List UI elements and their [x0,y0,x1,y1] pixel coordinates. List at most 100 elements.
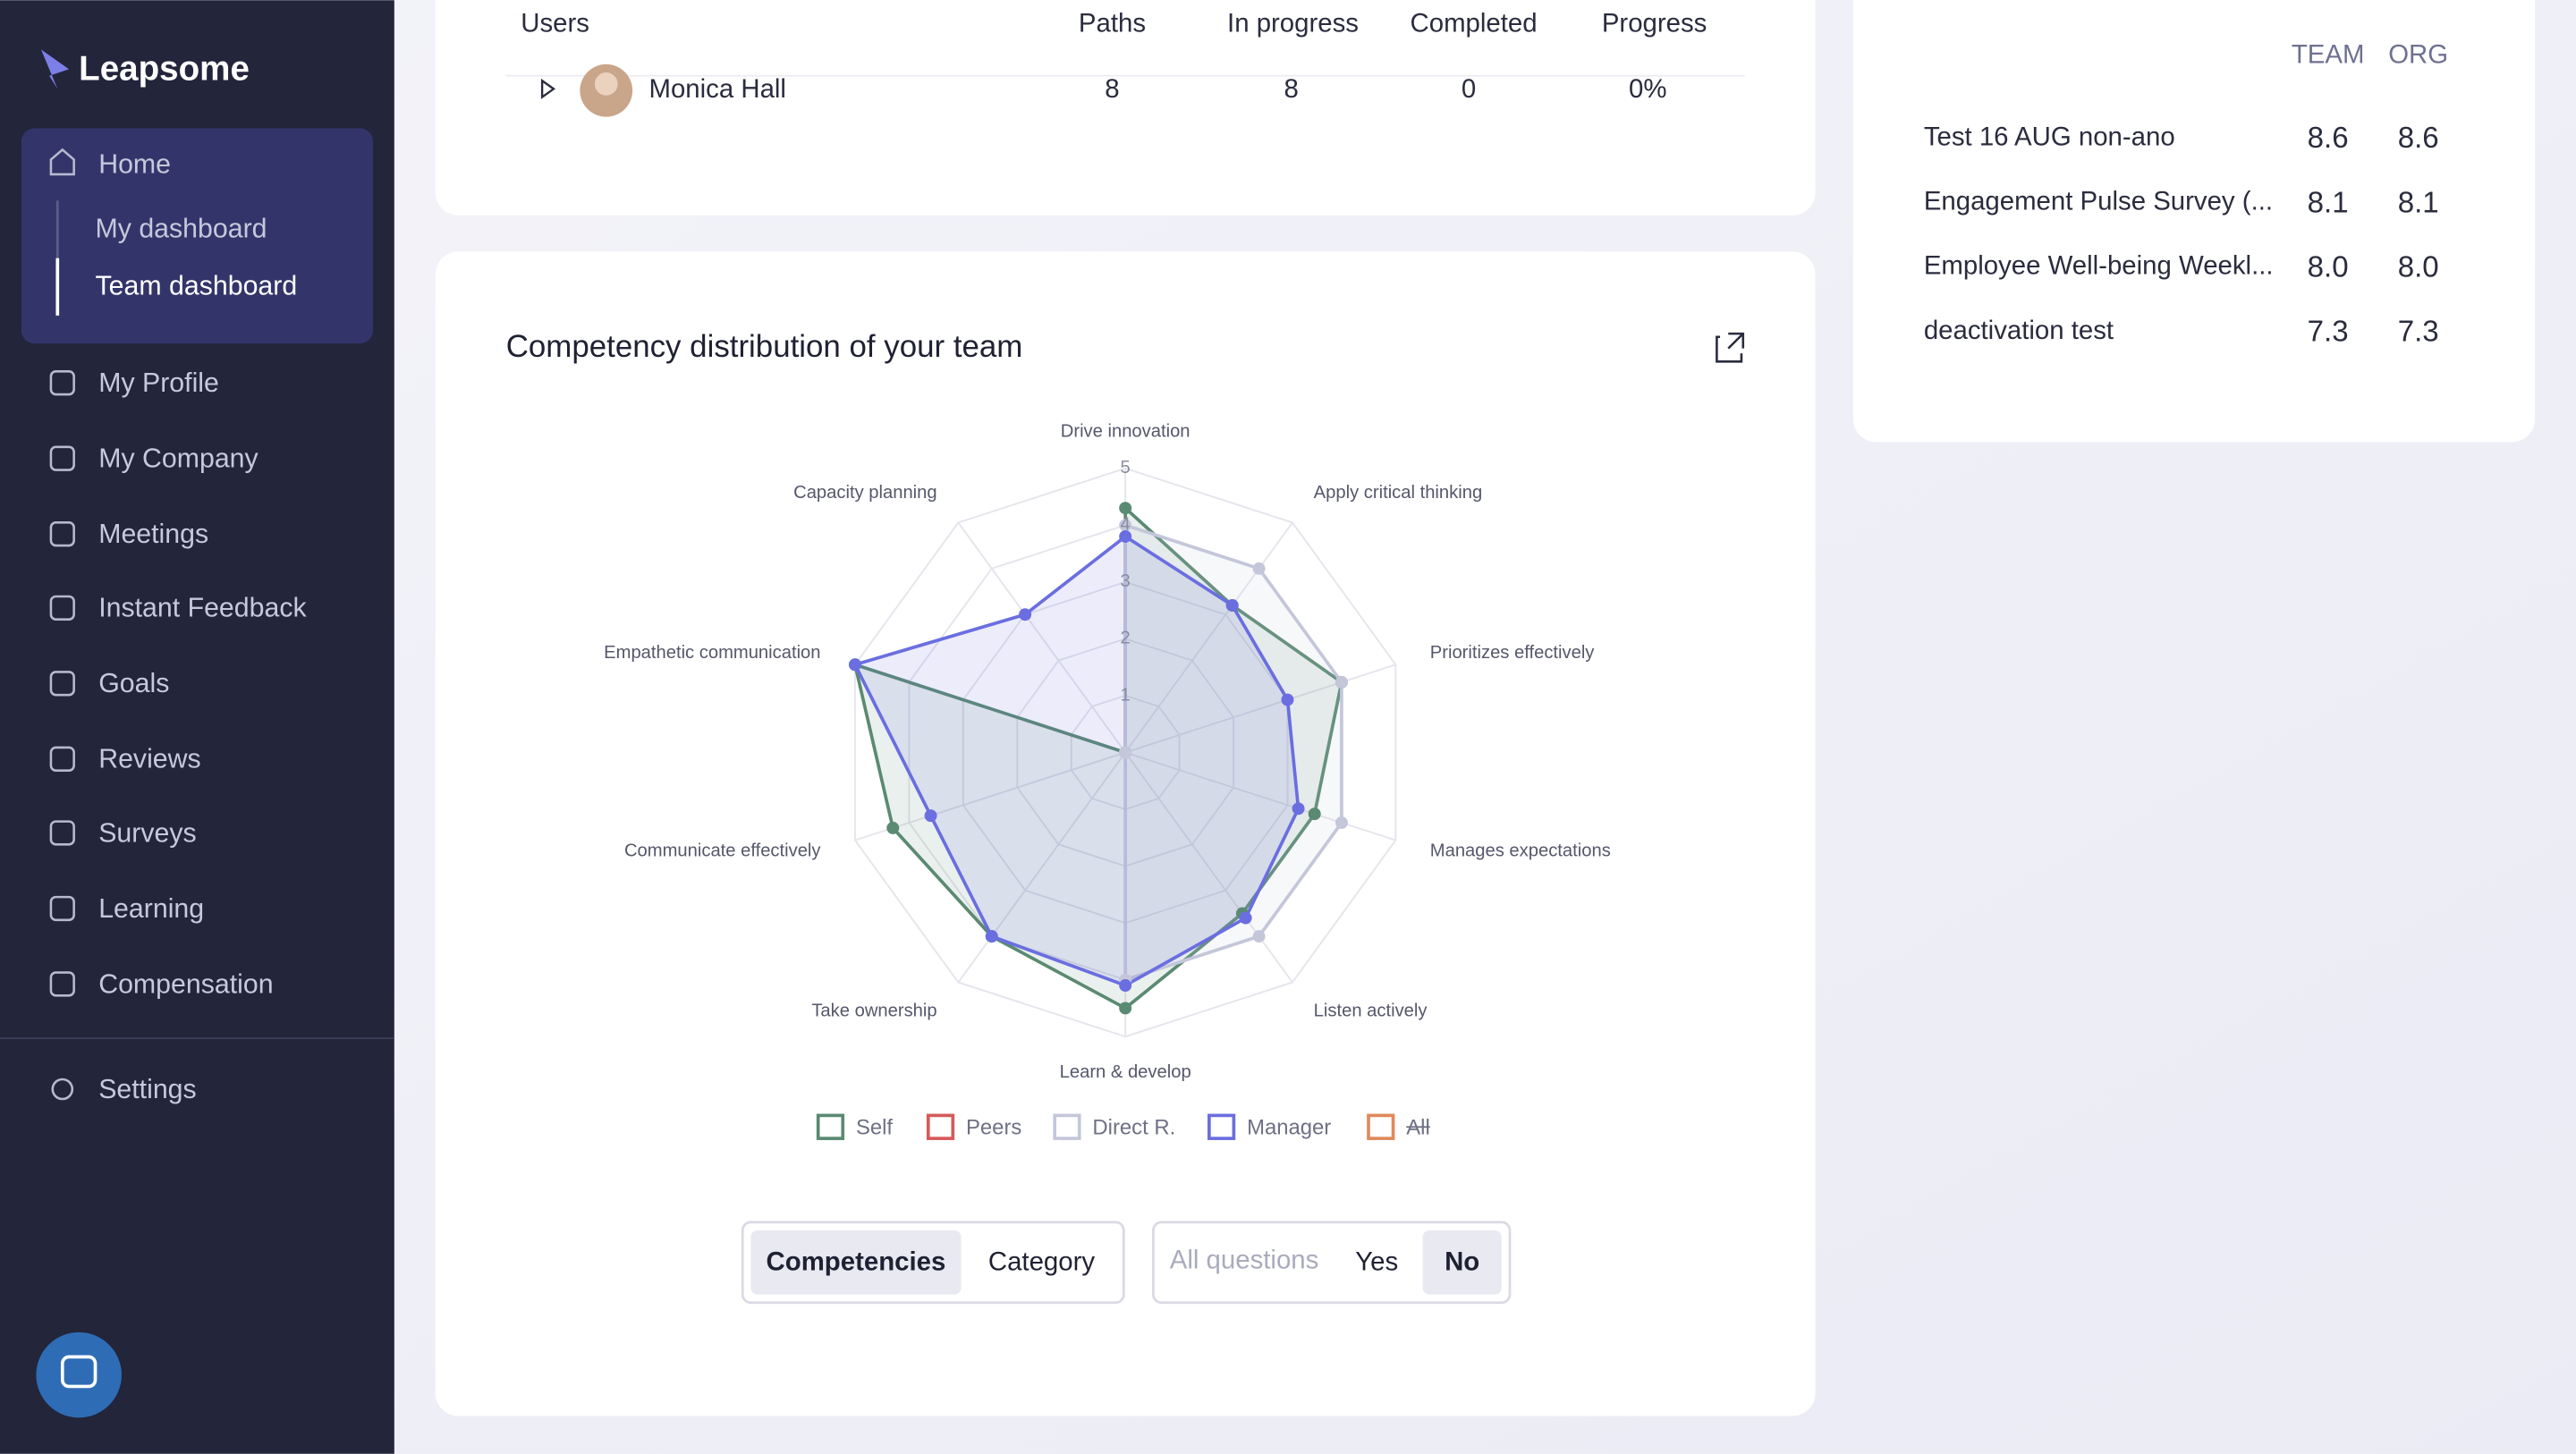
survey-name: deactivation test [1924,316,2114,345]
icon [49,370,75,396]
axis-spoke [854,751,1126,841]
data-point [1119,746,1132,759]
card [1852,0,2536,443]
icon [49,820,75,846]
legend-swatch[interactable] [926,1113,955,1140]
legend-swatch[interactable] [1208,1113,1236,1140]
nav-item[interactable]: Meetings [98,520,208,549]
column-header: TEAM [2292,39,2365,69]
toggle-selected [1422,1230,1502,1295]
r-tick-label: 3 [1121,571,1131,591]
nav-subitem-active[interactable]: Team dashboard [96,272,298,301]
legend: Self Peers Direct R. Manager All [816,1113,1430,1140]
data-point [1252,930,1266,943]
data-point [848,658,861,672]
data-point [924,809,937,823]
icon [49,521,75,547]
table-cell: 8 [1284,74,1299,104]
legend-label[interactable]: Manager [1247,1115,1331,1139]
icon [49,746,75,772]
axis-label: Listen actively [1314,1002,1428,1021]
axis-label: Drive innovation [1061,422,1191,442]
expand-toggle[interactable] [540,78,556,99]
toggle-placeholder: All questions [1170,1246,1319,1275]
data-point [1119,1002,1132,1015]
nav-subitem[interactable]: My dashboard [96,214,267,243]
r-tick-label: 5 [1121,458,1131,478]
r-tick-label: 4 [1121,515,1131,535]
nav-item[interactable]: Settings [98,1075,196,1104]
legend-swatch[interactable] [1053,1113,1081,1140]
r-tick-label: 2 [1121,629,1131,648]
table-cell: Monica Hall [649,74,786,104]
team-score: 8.6 [2308,122,2349,155]
axis-label: Capacity planning [793,483,937,503]
icon [49,148,75,176]
axis-label: Learn & develop [1060,1062,1191,1082]
r-tick-label: 1 [1121,685,1131,705]
chart-title: Competency distribution of your team [506,329,1023,364]
data-point [1335,675,1348,689]
table-header: In progress [1227,9,1359,38]
data-point [1292,802,1305,816]
chat-button[interactable] [36,1331,122,1418]
data-point [1119,529,1132,543]
nav-item[interactable]: Goals [98,669,169,698]
legend-swatch[interactable] [1367,1113,1395,1140]
legend-swatch[interactable] [816,1113,845,1140]
legend-label[interactable]: Self [856,1115,893,1139]
nav-item[interactable]: Compensation [98,969,273,999]
toggle-selected [750,1230,962,1295]
radar-chart: Drive innovation Apply critical thinking P… [604,422,1611,1082]
external-link[interactable] [1716,332,1745,363]
nav-list: My Profile My Company Meetings Instant Feed… [49,368,307,999]
org-score: 7.3 [2398,316,2439,349]
toggle-option[interactable]: Category [988,1247,1096,1276]
table-cell: 0 [1462,74,1476,104]
nav-item[interactable]: Reviews [98,745,200,774]
org-score: 8.1 [2398,186,2439,219]
nav-item[interactable]: My Company [98,444,258,474]
avatar-face [594,72,618,96]
icon [49,895,75,922]
axis-spoke [1124,751,1293,984]
data-point [1239,911,1252,925]
data-point [1308,807,1321,821]
team-score: 7.3 [2308,316,2349,349]
data-point [1281,693,1294,706]
nav-item[interactable]: Instant Feedback [98,594,307,623]
nav-item[interactable]: My Profile [98,368,219,398]
data-point [1335,816,1348,830]
chat-icon [60,1355,97,1389]
table-header: Completed [1411,9,1538,38]
toggle-option[interactable]: Yes [1355,1247,1398,1276]
toggle-group [1152,1221,1512,1305]
table-header: Paths [1079,9,1146,38]
nav-item[interactable]: Home [98,150,171,180]
data-point [985,930,998,943]
data-point [1119,502,1132,515]
survey-name: Test 16 AUG non-ano [1924,122,2175,151]
legend-label[interactable]: Direct R. [1092,1115,1175,1139]
toggle-option[interactable]: Competencies [767,1247,946,1276]
table-header: Users [521,9,589,38]
axis-spoke [957,751,1126,984]
axis-label: Manages expectations [1430,841,1611,860]
table-header: Progress [1602,9,1707,38]
team-score: 8.0 [2308,250,2349,283]
data-point [1225,598,1239,612]
nav-item[interactable]: Surveys [98,818,196,848]
toggle-option[interactable]: No [1445,1247,1479,1276]
nav-item[interactable]: Learning [98,894,204,924]
survey-name: Employee Well-being Weekl... [1924,251,2274,281]
icon [49,595,75,621]
logo: Leapsome [79,49,250,88]
data-point [1019,608,1032,621]
data-point [886,821,900,834]
axis-label: Communicate effectively [624,841,821,860]
legend-label[interactable]: Peers [966,1115,1021,1139]
data-point [1252,562,1266,575]
series-area [1123,522,1343,983]
